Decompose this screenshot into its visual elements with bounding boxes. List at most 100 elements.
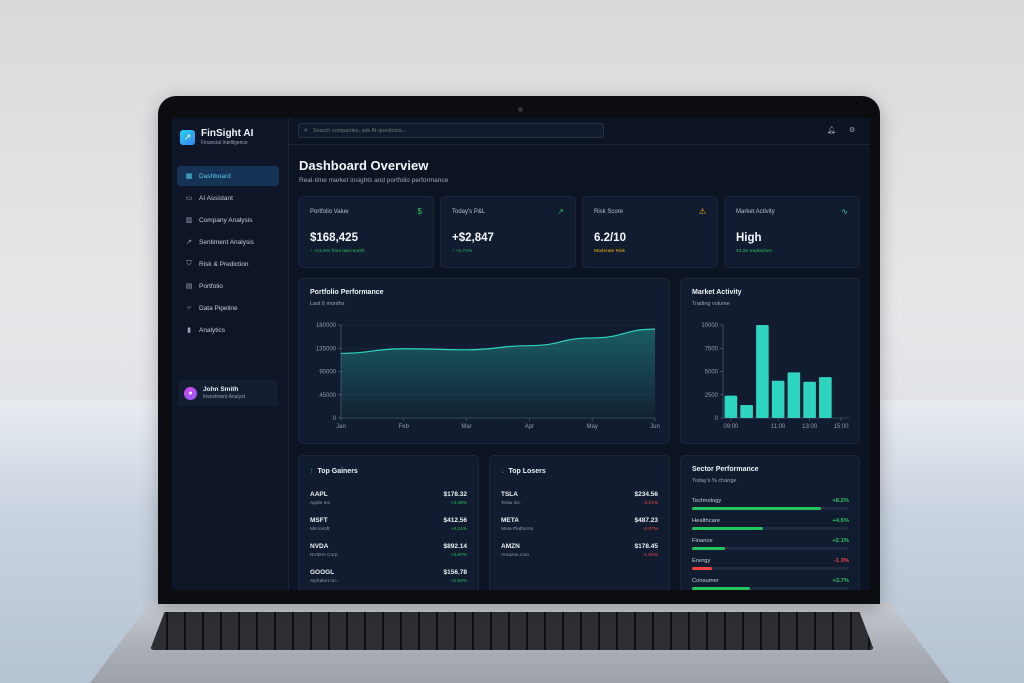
stat-note: ↑ +12.5% from last month bbox=[310, 249, 365, 254]
ticker-symbol: META bbox=[501, 517, 519, 524]
stat-value: High bbox=[736, 232, 762, 244]
x-tick-label: May bbox=[587, 424, 598, 430]
sector-bar-fill bbox=[692, 587, 751, 590]
top-gainers-title: Top Gainers bbox=[317, 468, 358, 475]
sector-change: +2.1% bbox=[832, 538, 849, 544]
shield-icon: ⛉ bbox=[186, 260, 192, 267]
y-tick-label: 2500 bbox=[705, 393, 719, 399]
sector-bar-fill bbox=[692, 547, 725, 550]
sector-name: Healthcare bbox=[692, 518, 721, 524]
sector-bar-fill bbox=[692, 527, 763, 530]
activity-icon: ∿ bbox=[841, 207, 848, 216]
sidebar-item-company-analysis[interactable]: ▥ Company Analysis bbox=[177, 210, 279, 230]
market-activity-card: Market Activity Trading volume 0 2500 5000… bbox=[680, 278, 860, 444]
price: $412.56 bbox=[443, 517, 468, 524]
company-name: Tesla Inc. bbox=[501, 501, 522, 506]
price: $178.45 bbox=[634, 543, 659, 550]
search-bar[interactable]: ⌕ bbox=[298, 123, 604, 138]
sector-row[interactable]: Consumer +3.7% bbox=[692, 578, 849, 590]
y-tick-label: 10000 bbox=[701, 323, 718, 329]
price: $234.56 bbox=[634, 491, 659, 498]
percent-change: -2.87% bbox=[642, 527, 658, 532]
risk-score-card[interactable]: Risk Score ⚠ 6.2/10 Moderate Risk bbox=[582, 196, 718, 268]
sector-bar-track bbox=[692, 587, 849, 590]
sector-name: Energy bbox=[692, 558, 711, 564]
bar bbox=[787, 372, 801, 418]
app-tagline: Financial Intelligence bbox=[201, 140, 248, 146]
bell-icon[interactable]: 🔔︎ bbox=[827, 127, 836, 134]
gear-icon[interactable]: ⚙ bbox=[849, 127, 856, 134]
sidebar-item-portfolio[interactable]: ▤ Portfolio bbox=[177, 276, 279, 296]
company-name: Alphabet Inc. bbox=[310, 579, 339, 584]
todays-pnl-card[interactable]: Today's P&L ↗ +$2,847 ↑ +1.72% bbox=[440, 196, 576, 268]
ticker-symbol: NVDA bbox=[310, 543, 329, 550]
sector-row[interactable]: Energy -1.3% bbox=[692, 558, 849, 578]
stat-note: 43.2K trades/sec bbox=[736, 249, 772, 254]
card-title: ↓ Top Losers bbox=[501, 468, 546, 475]
stat-label: Market Activity bbox=[736, 209, 775, 215]
ticker-symbol: GOOGL bbox=[310, 569, 335, 576]
percent-change: +4.21% bbox=[450, 527, 467, 532]
sidebar: ↗ FinSight AI Financial Intelligence ▦ Da… bbox=[172, 118, 289, 590]
briefcase-icon: ▤ bbox=[185, 283, 193, 290]
list-item[interactable]: GOOGL Alphabet Inc. $156.78 +2.94% bbox=[310, 569, 467, 590]
sidebar-item-risk-prediction[interactable]: ⛉ Risk & Prediction bbox=[177, 254, 279, 274]
list-item[interactable]: AAPL Apple Inc. $178.32 +3.45% bbox=[310, 491, 467, 513]
list-item[interactable]: TSLA Tesla Inc. $234.56 -3.21% bbox=[501, 491, 658, 513]
y-tick-label: 5000 bbox=[705, 370, 719, 376]
y-tick-label: 135000 bbox=[316, 346, 337, 352]
sidebar-item-analytics[interactable]: ▮ Analytics bbox=[177, 320, 279, 340]
stat-value: $168,425 bbox=[310, 232, 358, 244]
sidebar-item-dashboard[interactable]: ▦ Dashboard bbox=[177, 166, 279, 186]
card-title: Portfolio Performance bbox=[310, 289, 384, 296]
list-item[interactable]: NVDA NVIDIA Corp $892.14 +3.87% bbox=[310, 543, 467, 565]
card-title: Market Activity bbox=[692, 289, 742, 296]
company-name: NVIDIA Corp bbox=[310, 553, 338, 558]
x-tick-label: 13:00 bbox=[802, 424, 818, 430]
avatar: ● bbox=[184, 386, 197, 400]
laptop-keyboard bbox=[150, 612, 874, 650]
market-activity-card[interactable]: Market Activity ∿ High 43.2K trades/sec bbox=[724, 196, 860, 268]
sector-change: +4.5% bbox=[832, 518, 849, 524]
sidebar-item-label: Risk & Prediction bbox=[199, 260, 249, 268]
search-input[interactable] bbox=[312, 127, 583, 134]
ticker-symbol: AAPL bbox=[310, 491, 328, 498]
list-item[interactable]: MSFT Microsoft $412.56 +4.21% bbox=[310, 517, 467, 539]
sidebar-item-data-pipeline[interactable]: ⑂ Data Pipeline bbox=[177, 298, 279, 318]
search-icon: ⌕ bbox=[304, 126, 308, 134]
sidebar-item-sentiment-analysis[interactable]: ↗ Sentiment Analysis bbox=[177, 232, 279, 252]
sector-name: Finance bbox=[692, 538, 713, 544]
chat-icon: ▭ bbox=[185, 195, 193, 202]
bar bbox=[740, 404, 753, 418]
list-item[interactable]: META Meta Platforms $487.23 -2.87% bbox=[501, 517, 658, 539]
sidebar-item-label: Data Pipeline bbox=[199, 304, 238, 312]
brand[interactable]: ↗ FinSight AI Financial Intelligence bbox=[180, 128, 253, 146]
user-profile[interactable]: ● John Smith Investment Analyst bbox=[178, 380, 278, 406]
y-tick-label: 0 bbox=[715, 416, 719, 422]
sector-row[interactable]: Finance +2.1% bbox=[692, 538, 849, 558]
card-title: ↑ Top Gainers bbox=[310, 468, 358, 475]
company-name: Apple Inc. bbox=[310, 501, 332, 506]
y-tick-label: 180000 bbox=[316, 323, 337, 329]
sidebar-item-ai-assistant[interactable]: ▭ AI Assistant bbox=[177, 188, 279, 208]
pipeline-icon: ⑂ bbox=[186, 304, 192, 312]
arrow-down-icon: ↓ bbox=[501, 468, 505, 475]
portfolio-value-card[interactable]: Portfolio Value $ $168,425 ↑ +12.5% from la… bbox=[298, 196, 434, 268]
company-name: Meta Platforms bbox=[501, 527, 534, 532]
sidebar-item-label: Analytics bbox=[199, 326, 226, 334]
stat-note: Moderate Risk bbox=[594, 249, 625, 254]
series-area bbox=[341, 329, 655, 418]
top-losers-title: Top Losers bbox=[508, 468, 546, 475]
sector-row[interactable]: Technology +8.2% bbox=[692, 498, 849, 518]
stat-note: ↑ +1.72% bbox=[452, 249, 473, 254]
trend-up-icon: ↗ bbox=[557, 207, 564, 216]
warning-icon: ⚠ bbox=[698, 207, 706, 216]
user-name: John Smith bbox=[203, 386, 239, 393]
sidebar-item-label: Company Analysis bbox=[199, 216, 253, 224]
x-tick-label: 11:00 bbox=[771, 424, 786, 430]
card-subtitle: Today's % change bbox=[692, 478, 737, 484]
sector-performance-card: Sector Performance Today's % change Tech… bbox=[680, 455, 860, 590]
sector-row[interactable]: Healthcare +4.5% bbox=[692, 518, 849, 538]
list-item[interactable]: AMZN Amazon.com $178.45 -1.92% bbox=[501, 543, 658, 565]
sector-bar-track bbox=[692, 547, 849, 550]
